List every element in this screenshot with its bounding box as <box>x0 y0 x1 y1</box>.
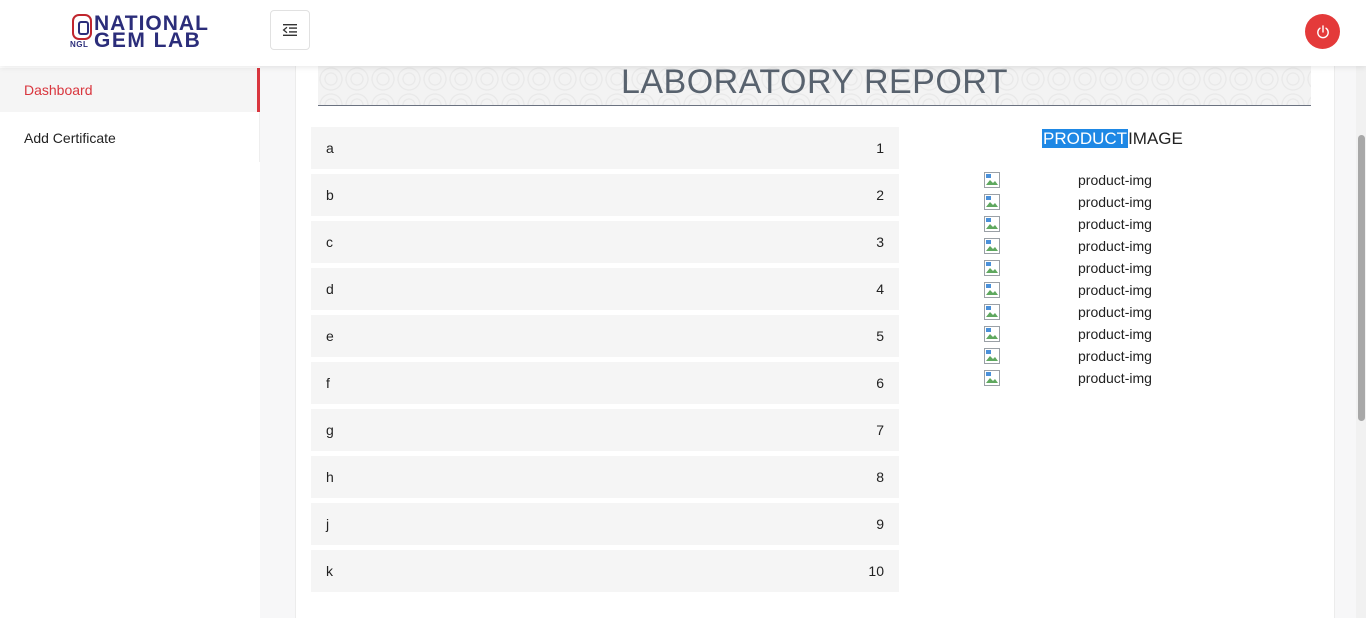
product-image: product-img <box>984 236 1184 258</box>
product-image-heading: PRODUCTIMAGE <box>1042 127 1183 150</box>
sidebar-divider <box>259 112 260 162</box>
product-image: product-img <box>984 346 1184 368</box>
row-label: k <box>326 563 333 579</box>
sidebar-item-label: Add Certificate <box>24 130 116 146</box>
row-label: b <box>326 187 334 203</box>
broken-image-icon <box>984 194 1000 210</box>
product-image: product-img <box>984 214 1184 236</box>
broken-image-icon <box>984 282 1000 298</box>
row-value: 6 <box>876 375 884 391</box>
product-image: product-img <box>984 324 1184 346</box>
sidebar-item-add-certificate[interactable]: Add Certificate <box>0 116 260 160</box>
image-alt-text: product-img <box>1078 304 1152 320</box>
image-alt-text: product-img <box>1078 282 1152 298</box>
broken-image-icon <box>984 348 1000 364</box>
image-alt-text: product-img <box>1078 348 1152 364</box>
broken-image-icon <box>984 326 1000 342</box>
page-title: LABORATORY REPORT <box>620 63 1009 101</box>
row-value: 2 <box>876 187 884 203</box>
row-value: 5 <box>876 328 884 344</box>
report-banner <box>318 66 1311 106</box>
sidebar-item-label: Dashboard <box>24 82 93 98</box>
image-alt-text: product-img <box>1078 326 1152 342</box>
product-image: product-img <box>984 170 1184 192</box>
sidebar: Dashboard Add Certificate <box>0 66 260 618</box>
image-alt-text: product-img <box>1078 194 1152 210</box>
broken-image-icon <box>984 304 1000 320</box>
menu-collapse-icon <box>282 24 297 36</box>
row-label: d <box>326 281 334 297</box>
brand-logo[interactable]: NGL NATIONAL GEM LAB <box>70 12 215 52</box>
logo-abbreviation: NGL <box>70 40 89 49</box>
logo-text-line1: NATIONAL <box>94 12 209 35</box>
row-label: e <box>326 328 334 344</box>
product-image: product-img <box>984 258 1184 280</box>
row-label: f <box>326 375 330 391</box>
product-image: product-img <box>984 192 1184 214</box>
broken-image-icon <box>984 172 1000 188</box>
row-value: 7 <box>876 422 884 438</box>
row-label: a <box>326 140 334 156</box>
broken-image-icon <box>984 238 1000 254</box>
sidebar-toggle-button[interactable] <box>270 10 310 50</box>
heading-highlight: PRODUCT <box>1042 129 1129 148</box>
row-label: g <box>326 422 334 438</box>
logout-button[interactable] <box>1305 14 1340 49</box>
scrollbar-thumb[interactable] <box>1358 135 1365 421</box>
row-value: 9 <box>876 516 884 532</box>
broken-image-icon <box>984 216 1000 232</box>
row-label: h <box>326 469 334 485</box>
heading-rest: IMAGE <box>1128 129 1183 148</box>
image-alt-text: product-img <box>1078 216 1152 232</box>
broken-image-icon <box>984 260 1000 276</box>
image-alt-text: product-img <box>1078 238 1152 254</box>
sidebar-item-dashboard[interactable]: Dashboard <box>0 68 260 112</box>
image-alt-text: product-img <box>1078 172 1152 188</box>
row-label: j <box>326 516 330 532</box>
table-row: k 10 <box>311 550 899 592</box>
broken-image-icon <box>984 370 1000 386</box>
row-value: 8 <box>876 469 884 485</box>
logo-text-line2: GEM LAB <box>94 29 202 52</box>
logo-emblem-icon <box>72 14 92 40</box>
row-value: 3 <box>876 234 884 250</box>
product-image: product-img <box>984 280 1184 302</box>
power-icon <box>1316 24 1329 38</box>
row-label: c <box>326 234 333 250</box>
row-value: 4 <box>876 281 884 297</box>
row-value: 10 <box>868 563 884 579</box>
top-header: NGL NATIONAL GEM LAB <box>0 0 1366 66</box>
row-value: 1 <box>876 140 884 156</box>
product-image: product-img <box>984 368 1184 390</box>
image-alt-text: product-img <box>1078 370 1152 386</box>
image-alt-text: product-img <box>1078 260 1152 276</box>
product-image: product-img <box>984 302 1184 324</box>
